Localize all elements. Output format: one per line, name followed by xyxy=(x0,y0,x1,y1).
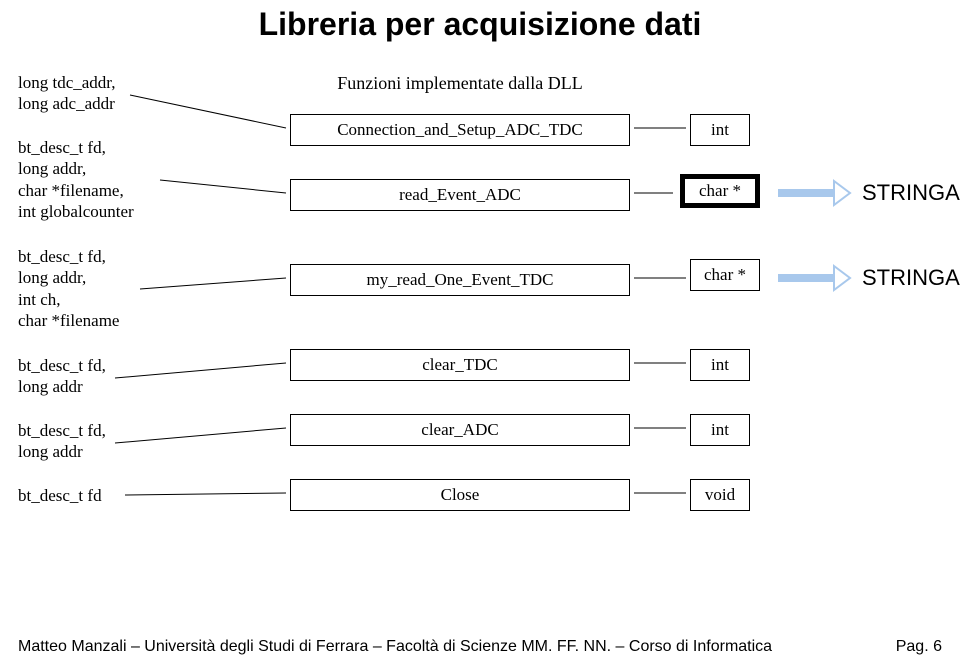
param-line: char *filename, xyxy=(18,180,134,201)
return-box-0: int xyxy=(690,114,750,146)
param-line: long adc_addr xyxy=(18,93,116,114)
function-box-3: clear_TDC xyxy=(290,349,630,381)
connectors-svg xyxy=(0,0,960,664)
function-box-5: Close xyxy=(290,479,630,511)
param-line: bt_desc_t fd, xyxy=(18,137,134,158)
function-box-0: Connection_and_Setup_ADC_TDC xyxy=(290,114,630,146)
param-line: bt_desc_t fd, xyxy=(18,420,106,441)
page-title: Libreria per acquisizione dati xyxy=(0,6,960,43)
param-block-2: bt_desc_t fd,long addr,int ch,char *file… xyxy=(18,246,119,331)
function-box-2: my_read_One_Event_TDC xyxy=(290,264,630,296)
footer-text: Matteo Manzali – Università degli Studi … xyxy=(18,638,772,656)
param-line: long addr, xyxy=(18,267,119,288)
dll-functions-header: Funzioni implementate dalla DLL xyxy=(290,73,630,94)
function-box-1: read_Event_ADC xyxy=(290,179,630,211)
param-line: bt_desc_t fd xyxy=(18,485,102,506)
param-line: long addr, xyxy=(18,158,134,179)
return-box-4: int xyxy=(690,414,750,446)
param-line: long addr xyxy=(18,441,106,462)
param-line: int ch, xyxy=(18,289,119,310)
param-line: long addr xyxy=(18,376,106,397)
return-box-2: char * xyxy=(690,259,760,291)
param-line: long tdc_addr, xyxy=(18,72,116,93)
param-line: bt_desc_t fd, xyxy=(18,246,119,267)
param-line: char *filename xyxy=(18,310,119,331)
param-block-3: bt_desc_t fd,long addr xyxy=(18,355,106,398)
return-box-3: int xyxy=(690,349,750,381)
footer-page: Pag. 6 xyxy=(896,638,942,656)
stringa-label-0: STRINGA xyxy=(862,180,960,206)
param-block-1: bt_desc_t fd,long addr,char *filename,in… xyxy=(18,137,134,222)
param-block-0: long tdc_addr,long adc_addr xyxy=(18,72,116,115)
footer: Matteo Manzali – Università degli Studi … xyxy=(18,638,942,656)
param-line: bt_desc_t fd, xyxy=(18,355,106,376)
return-box-5: void xyxy=(690,479,750,511)
function-box-4: clear_ADC xyxy=(290,414,630,446)
stringa-label-1: STRINGA xyxy=(862,265,960,291)
param-block-5: bt_desc_t fd xyxy=(18,485,102,506)
return-box-1: char * xyxy=(680,174,760,208)
param-block-4: bt_desc_t fd,long addr xyxy=(18,420,106,463)
param-line: int globalcounter xyxy=(18,201,134,222)
